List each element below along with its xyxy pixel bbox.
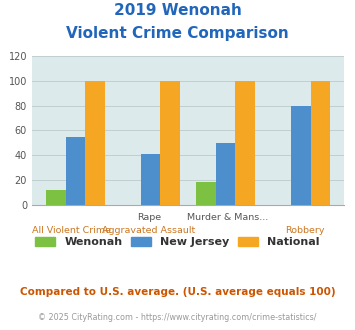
Text: All Violent Crime: All Violent Crime <box>32 226 110 235</box>
Bar <box>85 81 105 205</box>
Text: Violent Crime Comparison: Violent Crime Comparison <box>66 26 289 41</box>
Bar <box>160 81 180 205</box>
Bar <box>291 106 311 205</box>
Bar <box>311 81 330 205</box>
Text: Murder & Mans...: Murder & Mans... <box>187 213 268 222</box>
Text: © 2025 CityRating.com - https://www.cityrating.com/crime-statistics/: © 2025 CityRating.com - https://www.city… <box>38 314 317 322</box>
Text: Aggravated Assault: Aggravated Assault <box>103 226 196 235</box>
Text: Compared to U.S. average. (U.S. average equals 100): Compared to U.S. average. (U.S. average … <box>20 287 335 297</box>
Bar <box>66 137 85 205</box>
Bar <box>235 81 255 205</box>
Bar <box>216 143 235 205</box>
Bar <box>46 190 66 205</box>
Bar <box>141 154 160 205</box>
Text: Rape: Rape <box>137 213 161 222</box>
Legend: Wenonah, New Jersey, National: Wenonah, New Jersey, National <box>31 233 324 252</box>
Text: 2019 Wenonah: 2019 Wenonah <box>114 3 241 18</box>
Text: Robbery: Robbery <box>285 226 325 235</box>
Bar <box>196 182 216 205</box>
